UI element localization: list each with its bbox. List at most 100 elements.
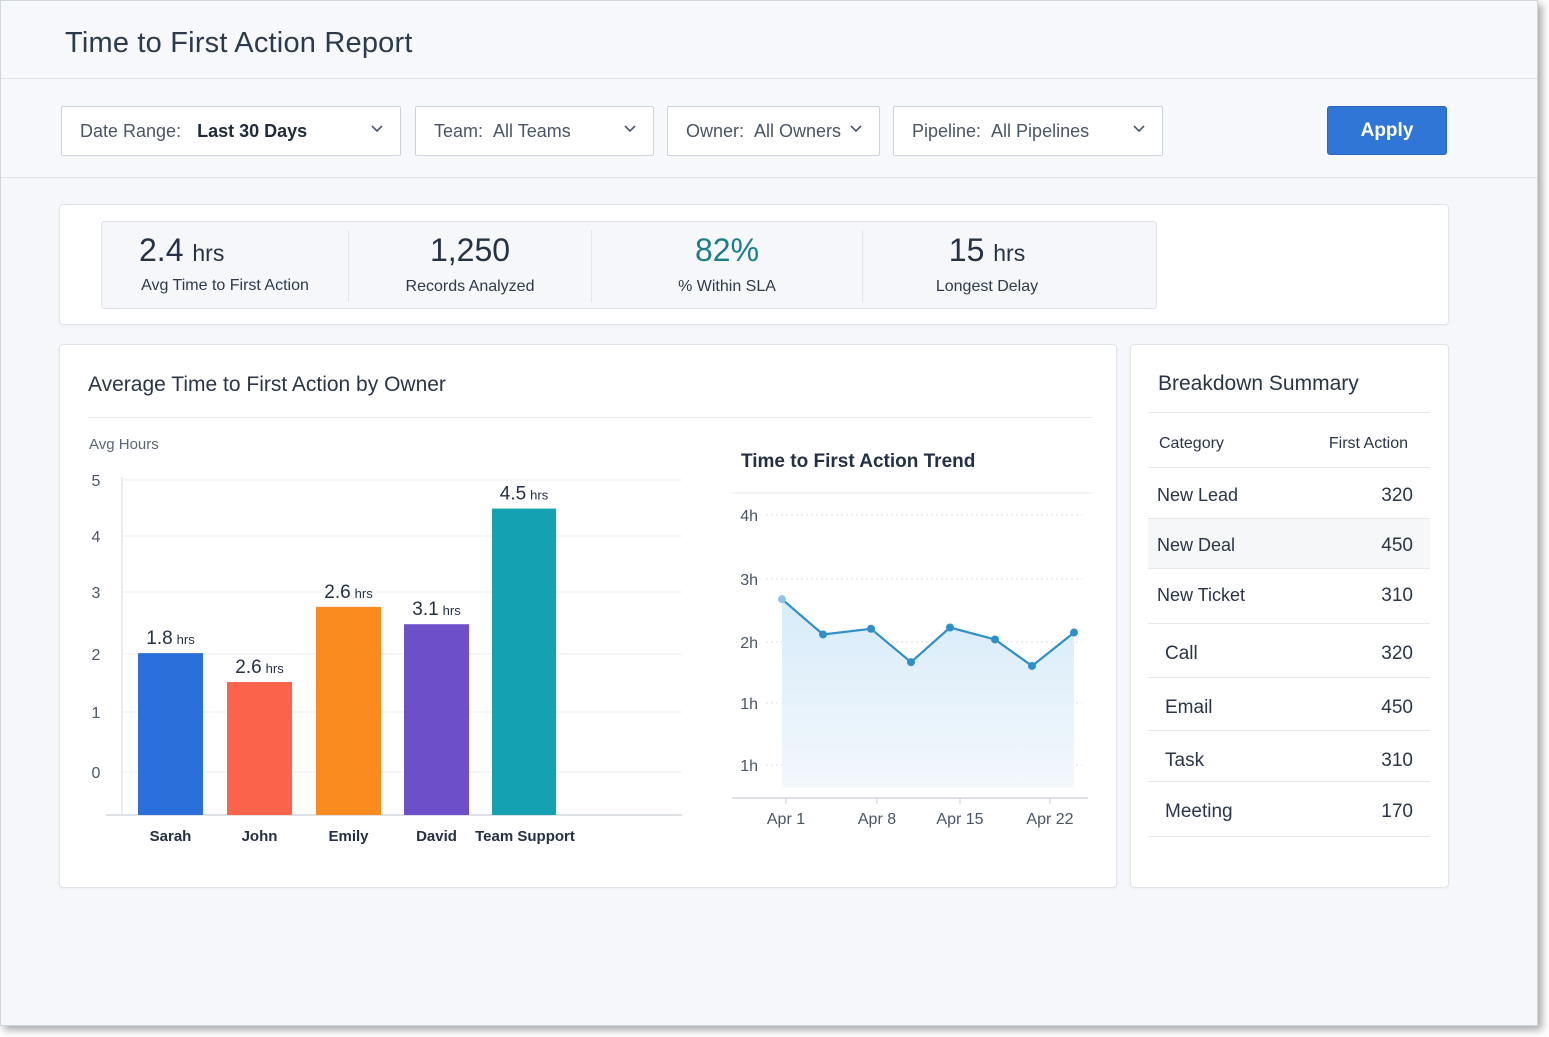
summary-value: 310 [1381, 750, 1413, 771]
page-title: Time to First Action Report [65, 27, 413, 59]
summary-row-email: Email 450 [1148, 678, 1430, 731]
owner-label: Owner: [686, 120, 745, 141]
x-tick-label: Sarah [150, 828, 192, 845]
team-label: Team: [434, 120, 484, 141]
trend-point [778, 595, 786, 604]
summary-value: 320 [1381, 643, 1413, 664]
chevron-down-icon [850, 125, 862, 133]
kpi-label: % Within SLA [678, 278, 776, 295]
summary-value: 450 [1381, 535, 1413, 556]
column-header-category: Category [1159, 435, 1224, 452]
y-tick-label: 3 [92, 585, 101, 602]
trend-point [1028, 661, 1036, 670]
summary-row-new-ticket: New Ticket 310 [1148, 569, 1430, 624]
summary-title: Breakdown Summary [1158, 372, 1359, 395]
trend-area [782, 599, 1074, 788]
kpi-value: 15 hrs [948, 232, 1026, 268]
trend-point [907, 658, 915, 667]
bar-data-label: 2.6 hrs [324, 582, 373, 603]
trend-x-tick-label: Apr 15 [936, 811, 983, 828]
breakdown-summary-card: Breakdown Summary Category First Action … [1130, 344, 1449, 888]
summary-category: New Lead [1157, 485, 1239, 505]
summary-header-row: Category First Action [1148, 435, 1430, 468]
summary-category: New Ticket [1157, 585, 1246, 605]
trend-y-tick-label: 2h [740, 635, 758, 652]
kpi-value: 1,250 [429, 232, 511, 268]
trend-chart: Time to First Action Trend 4h 3h 2h 1h 1h Apr … [732, 451, 1092, 828]
kpi-label: Longest Delay [935, 278, 1039, 295]
trend-y-tick-label: 1h [740, 758, 758, 775]
summary-value: 450 [1381, 697, 1413, 718]
bar-john [227, 682, 292, 815]
summary-row-new-lead: New Lead 320 [1148, 469, 1430, 519]
y-tick-label: 5 [92, 473, 101, 490]
kpi-value: 2.4 hrs [139, 232, 225, 268]
apply-button[interactable]: Apply [1327, 106, 1447, 155]
bar-data-label: 1.8 hrs [146, 628, 195, 649]
trend-x-tick-label: Apr 22 [1026, 811, 1073, 828]
owner-dropdown[interactable]: Owner: All Owners [667, 106, 880, 156]
x-tick-label: John [242, 828, 278, 845]
x-tick-label: David [416, 828, 457, 845]
title-bar: Time to First Action Report [1, 1, 1537, 79]
trend-y-tick-label: 4h [740, 508, 758, 525]
filter-bar: Date Range: Last 30 Days Team: All Teams… [1, 80, 1537, 178]
chart-card: Average Time to First Action by Owner Av… [59, 344, 1117, 888]
chart-panel-title: Average Time to First Action by Owner [88, 373, 446, 396]
pipeline-dropdown[interactable]: Pipeline: All Pipelines [893, 106, 1163, 156]
trend-x-tick-label: Apr 1 [767, 811, 805, 828]
bar-emily [316, 606, 381, 815]
summary-row-meeting: Meeting 170 [1148, 782, 1430, 837]
summary-row-call: Call 320 [1148, 624, 1430, 678]
summary-category: Meeting [1165, 801, 1233, 822]
y-axis-label: Avg Hours [89, 436, 159, 453]
date-range-label: Date Range: [80, 120, 182, 141]
bar-data-label: 3.1 hrs [412, 599, 461, 620]
kpi-avg-time: 2.4 hrs Avg Time to First Action [102, 222, 348, 308]
y-tick-label: 2 [92, 647, 101, 664]
trend-point [819, 630, 827, 639]
date-range-dropdown[interactable]: Date Range: Last 30 Days [61, 106, 401, 156]
bar-data-label: 2.6 hrs [235, 657, 284, 678]
trend-point [946, 623, 954, 632]
kpi-longest-delay: 15 hrs Longest Delay [863, 222, 1111, 308]
summary-category: New Deal [1157, 535, 1236, 555]
trend-point [867, 624, 875, 633]
y-tick-label: 1 [92, 705, 101, 722]
summary-category: Task [1165, 750, 1205, 771]
summary-row-new-deal: New Deal 450 [1148, 519, 1430, 569]
column-header-first-action: First Action [1328, 435, 1408, 452]
trend-point [1070, 628, 1078, 637]
summary-category: Email [1165, 697, 1213, 718]
trend-chart-title: Time to First Action Trend [741, 451, 975, 472]
bar-david [404, 624, 469, 815]
kpi-card: 2.4 hrs Avg Time to First Action 1,250 R… [59, 204, 1449, 325]
pipeline-value: All Pipelines [991, 120, 1090, 141]
chevron-down-icon [624, 125, 636, 133]
bar-team-support [492, 508, 556, 815]
date-range-value: Last 30 Days [197, 120, 308, 141]
kpi-strip: 2.4 hrs Avg Time to First Action 1,250 R… [101, 221, 1157, 309]
y-tick-label: 4 [92, 529, 101, 546]
team-dropdown[interactable]: Team: All Teams [415, 106, 654, 156]
summary-row-task: Task 310 [1148, 731, 1430, 782]
y-tick-label: 0 [92, 765, 101, 782]
x-tick-label: Emily [328, 828, 369, 845]
kpi-within-sla: 82% % Within SLA [592, 222, 862, 308]
trend-y-tick-label: 3h [740, 572, 758, 589]
team-value: All Teams [493, 120, 571, 141]
kpi-value: 82% [694, 232, 760, 268]
kpi-label: Records Analyzed [405, 278, 535, 295]
summary-value: 310 [1381, 585, 1413, 606]
trend-x-tick-label: Apr 8 [858, 811, 896, 828]
bar-data-label: 4.5 hrs [500, 484, 549, 505]
summary-category: Call [1165, 643, 1198, 664]
kpi-records-analyzed: 1,250 Records Analyzed [349, 222, 591, 308]
pipeline-label: Pipeline: [912, 120, 982, 141]
kpi-label: Avg Time to First Action [141, 277, 309, 294]
trend-y-tick-label: 1h [740, 696, 758, 713]
owner-value: All Owners [754, 120, 842, 141]
bar-sarah [138, 653, 203, 815]
bar-chart: Avg Hours 5 4 3 2 1 0 1.8 hrs Sarah 2.6 hrs John 2.6 h… [89, 436, 682, 845]
